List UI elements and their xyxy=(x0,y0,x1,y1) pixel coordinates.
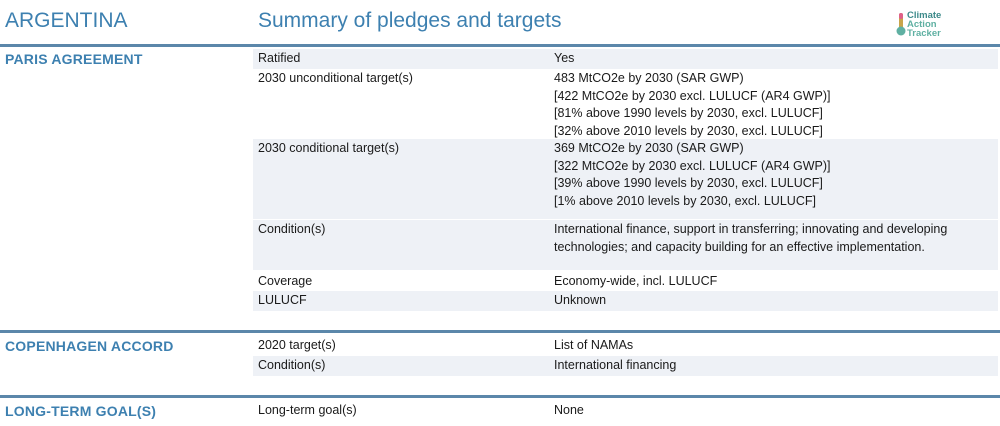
row-value: 369 MtCO2e by 2030 (SAR GWP) [322 MtCO2e… xyxy=(554,141,831,208)
country-name: ARGENTINA xyxy=(5,9,128,32)
row-value: 483 MtCO2e by 2030 (SAR GWP) [422 MtCO2e… xyxy=(554,71,831,138)
row-label: Ratified xyxy=(258,51,301,65)
row-label: Coverage xyxy=(258,274,313,288)
section-title-long-term-goals: LONG-TERM GOAL(S) xyxy=(5,403,157,419)
logo-wordmark: Climate Action Tracker xyxy=(907,10,942,39)
section-divider xyxy=(0,44,1000,47)
section-divider xyxy=(0,330,1000,333)
section-title-paris-agreement: PARIS AGREEMENT xyxy=(5,51,143,67)
section-title-copenhagen-accord: COPENHAGEN ACCORD xyxy=(5,338,174,354)
row-conditions: Condition(s) International finance, supp… xyxy=(253,220,998,270)
logo-line-tracker: Tracker xyxy=(907,28,941,39)
row-value: None xyxy=(554,403,584,417)
row-value: Yes xyxy=(554,51,575,65)
row-long-term-goal: Long-term goal(s) None xyxy=(253,401,998,420)
section-divider xyxy=(0,395,1000,398)
row-label: Long-term goal(s) xyxy=(258,403,357,417)
row-2020-target: 2020 target(s) List of NAMAs xyxy=(253,336,998,355)
climate-action-tracker-logo: Climate Action Tracker xyxy=(896,10,976,38)
thermometer-icon xyxy=(896,13,906,36)
row-label: 2030 unconditional target(s) xyxy=(258,71,413,85)
page-header: ARGENTINA Summary of pledges and targets… xyxy=(0,0,1000,44)
row-value: Economy-wide, incl. LULUCF xyxy=(554,274,718,288)
row-ratified: Ratified Yes xyxy=(253,49,998,69)
row-lulucf: LULUCF Unknown xyxy=(253,291,998,311)
row-conditional-target: 2030 conditional target(s) 369 MtCO2e by… xyxy=(253,139,998,219)
logo-line-action: Action xyxy=(907,19,937,30)
row-value: List of NAMAs xyxy=(554,338,634,352)
row-label: 2030 conditional target(s) xyxy=(258,141,400,155)
logo-line-climate: Climate xyxy=(907,10,942,21)
row-label: Condition(s) xyxy=(258,222,326,236)
row-label: 2020 target(s) xyxy=(258,338,336,352)
row-value: International finance, support in transf… xyxy=(554,222,948,254)
row-label: LULUCF xyxy=(258,293,307,307)
row-value: Unknown xyxy=(554,293,607,307)
row-unconditional-target: 2030 unconditional target(s) 483 MtCO2e … xyxy=(253,69,998,139)
row-value: International financing xyxy=(554,358,677,372)
row-copenhagen-conditions: Condition(s) International financing xyxy=(253,356,998,376)
row-coverage: Coverage Economy-wide, incl. LULUCF xyxy=(253,272,998,290)
page-title: Summary of pledges and targets xyxy=(258,9,562,32)
row-label: Condition(s) xyxy=(258,358,326,372)
